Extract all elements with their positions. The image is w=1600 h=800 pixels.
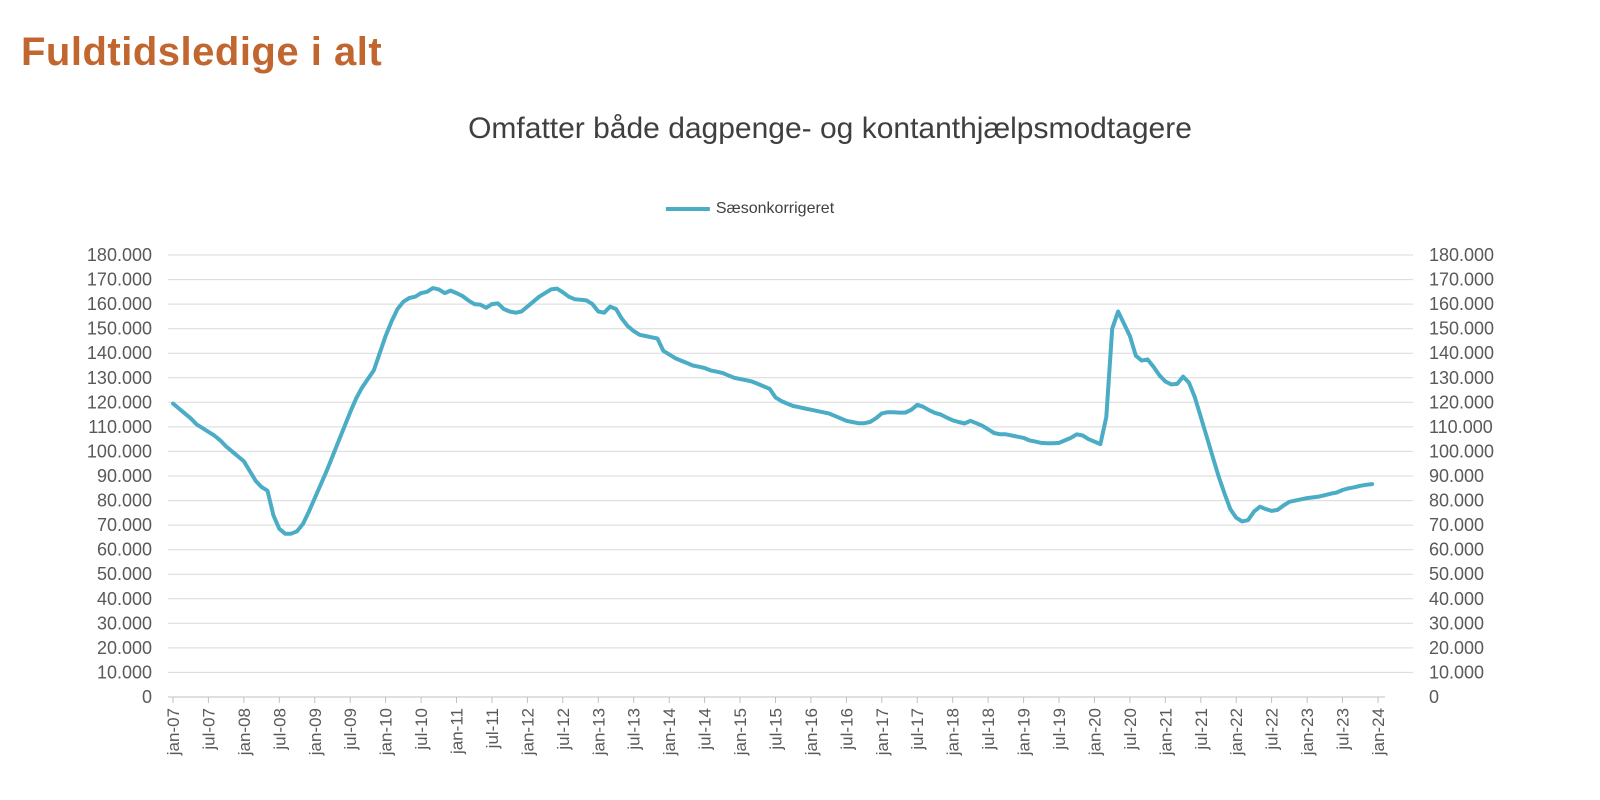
y-tick-label-left: 140.000 — [87, 343, 152, 363]
x-tick-label: jan-09 — [306, 708, 325, 756]
x-tick-label: jan-19 — [1015, 708, 1034, 756]
y-tick-label-right: 10.000 — [1429, 662, 1484, 682]
x-tick-label: jan-17 — [873, 708, 892, 756]
x-tick-label: jul-19 — [1050, 708, 1069, 751]
y-tick-label-left: 160.000 — [87, 294, 152, 314]
x-tick-label: jul-20 — [1121, 708, 1140, 751]
series-line-saesonkorrigeret — [171, 286, 1375, 536]
y-tick-label-right: 130.000 — [1429, 368, 1494, 388]
y-tick-label-right: 40.000 — [1429, 589, 1484, 609]
y-tick-label-right: 60.000 — [1429, 540, 1484, 560]
y-tick-label-right: 70.000 — [1429, 515, 1484, 535]
y-tick-label-right: 110.000 — [1429, 417, 1493, 437]
x-tick-label: jul-08 — [270, 708, 289, 751]
y-tick-label-left: 60.000 — [97, 540, 152, 560]
y-tick-label-left: 10.000 — [97, 662, 152, 682]
y-tick-label-left: 110.000 — [88, 417, 152, 437]
y-tick-label-right: 160.000 — [1429, 294, 1494, 314]
y-tick-label-left: 120.000 — [87, 392, 152, 412]
x-tick-label: jul-21 — [1192, 708, 1211, 751]
x-tick-label: jan-10 — [377, 708, 396, 756]
x-tick-label: jul-23 — [1334, 708, 1353, 751]
x-tick-label: jan-23 — [1298, 708, 1317, 756]
x-tick-label: jul-07 — [199, 708, 218, 751]
y-tick-label-right: 150.000 — [1429, 319, 1494, 339]
x-tick-label: jan-15 — [731, 708, 750, 756]
y-tick-label-left: 40.000 — [97, 589, 152, 609]
x-tick-label: jan-20 — [1085, 708, 1104, 756]
x-tick-label: jul-18 — [979, 708, 998, 751]
x-tick-label: jul-11 — [483, 708, 502, 749]
y-tick-label-left: 90.000 — [97, 466, 152, 486]
y-tick-label-left: 130.000 — [87, 368, 152, 388]
x-tick-label: jan-08 — [235, 708, 254, 756]
legend-line-swatch — [665, 207, 710, 211]
y-tick-label-right: 20.000 — [1429, 638, 1484, 658]
x-tick-label: jan-21 — [1156, 708, 1175, 756]
chart-title: Omfatter både dagpenge- og kontanthjælps… — [468, 112, 1192, 145]
x-tick-label: jul-14 — [696, 708, 715, 751]
legend-label: Sæsonkorrigeret — [715, 200, 835, 217]
y-tick-label-right: 50.000 — [1429, 564, 1484, 584]
y-tick-label-right: 180.000 — [1429, 245, 1494, 265]
y-tick-label-left: 0 — [142, 687, 152, 707]
x-tick-label: jan-11 — [448, 708, 467, 755]
x-tick-label: jul-17 — [908, 708, 927, 751]
x-tick-label: jan-18 — [944, 708, 963, 756]
x-tick-label: jan-24 — [1369, 708, 1388, 756]
page-title: Fuldtidsledige i alt — [21, 30, 383, 74]
x-tick-label: jan-12 — [518, 708, 537, 756]
y-tick-label-right: 120.000 — [1429, 392, 1494, 412]
x-tick-label: jul-15 — [767, 708, 786, 751]
y-tick-label-right: 100.000 — [1429, 441, 1494, 461]
x-tick-label: jul-16 — [837, 708, 856, 751]
y-tick-label-left: 70.000 — [97, 515, 152, 535]
y-tick-label-left: 100.000 — [87, 441, 152, 461]
y-tick-label-right: 0 — [1429, 687, 1439, 707]
y-tick-label-left: 50.000 — [97, 564, 152, 584]
y-tick-label-left: 20.000 — [97, 638, 152, 658]
x-tick-label: jul-12 — [554, 708, 573, 751]
y-tick-label-left: 80.000 — [97, 491, 152, 511]
legend[interactable]: Sæsonkorrigeret — [665, 200, 835, 218]
y-tick-label-right: 80.000 — [1429, 491, 1484, 511]
y-tick-label-left: 30.000 — [97, 613, 152, 633]
y-tick-label-right: 170.000 — [1429, 270, 1494, 290]
x-tick-label: jan-22 — [1227, 708, 1246, 756]
y-tick-label-left: 180.000 — [87, 245, 152, 265]
x-tick-label: jul-10 — [412, 708, 431, 751]
y-tick-label-right: 30.000 — [1429, 613, 1484, 633]
x-tick-label: jul-09 — [341, 708, 360, 751]
x-tick-label: jul-13 — [625, 708, 644, 751]
x-tick-label: jul-22 — [1263, 708, 1282, 751]
y-tick-label-left: 150.000 — [87, 319, 152, 339]
y-tick-label-right: 90.000 — [1429, 466, 1484, 486]
x-tick-label: jan-13 — [589, 708, 608, 756]
x-tick-label: jan-16 — [802, 708, 821, 756]
x-tick-label: jan-14 — [660, 708, 679, 756]
y-tick-label-left: 170.000 — [87, 270, 152, 290]
y-tick-label-right: 140.000 — [1429, 343, 1494, 363]
x-tick-label: jan-07 — [164, 708, 183, 756]
